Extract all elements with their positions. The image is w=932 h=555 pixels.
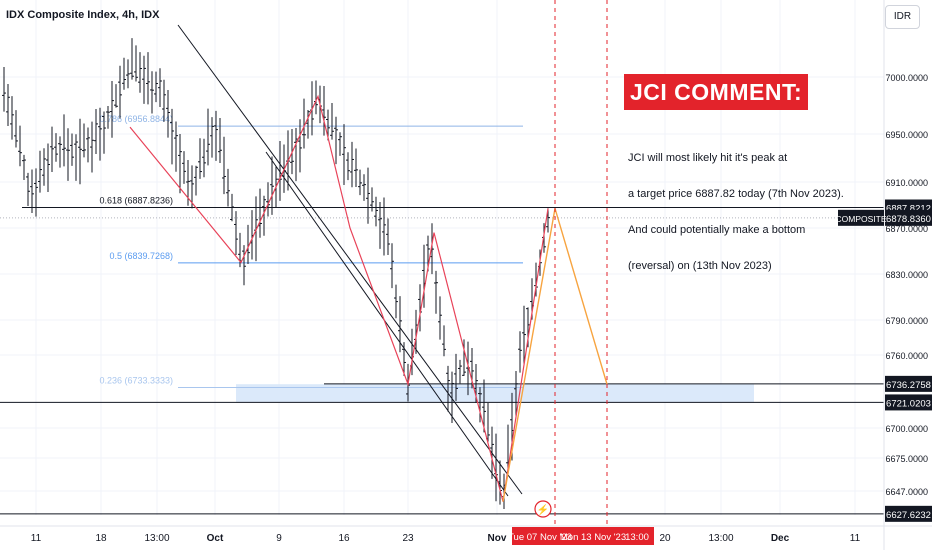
price-label-text: 6721.0203 <box>886 398 931 409</box>
trend-line <box>265 151 509 497</box>
time-marker-label: Tue 07 Nov '23 <box>508 532 572 543</box>
fib-label: 0.618 (6887.8236) <box>99 196 173 206</box>
symbol-badge <box>838 209 884 226</box>
comment-badge: JCI COMMENT: <box>624 74 809 110</box>
time-tick-label: Nov <box>488 533 507 544</box>
support-zone <box>236 384 754 403</box>
time-tick-label: 23 <box>402 533 414 544</box>
comment-line: And could potentially make a bottom <box>628 224 806 236</box>
price-label-bg <box>885 505 932 522</box>
price-label-bg <box>885 394 932 411</box>
fib-label: 0.5 (6839.7268) <box>109 251 173 261</box>
price-label-bg <box>885 209 932 226</box>
time-tick-label: 11 <box>31 533 42 544</box>
time-tick-label: Oct <box>207 533 224 544</box>
trend-lines <box>177 24 523 497</box>
fib-label: 0.236 (6733.3333) <box>99 375 173 385</box>
price-label-text: 6887.8212 <box>886 204 931 215</box>
currency-selector[interactable]: IDR <box>885 5 920 29</box>
price-label-text: 6736.2758 <box>886 380 931 391</box>
price-tick-label: 6647.0000 <box>885 487 928 497</box>
time-tick-label: 9 <box>276 533 282 544</box>
price-tick-label: 7000.0000 <box>885 73 928 83</box>
time-marker-label: 13:00 <box>625 532 649 543</box>
price-label-text: 6878.8360 <box>886 214 931 225</box>
zigzag-pattern <box>129 94 549 502</box>
price-tick-label: 6675.0000 <box>885 454 928 464</box>
comment-line: JCI will most likely hit it's peak at <box>628 152 788 164</box>
price-tick-label: 6910.0000 <box>885 178 928 188</box>
time-marker-bg <box>512 527 654 545</box>
price-label-text: 6627.6232 <box>886 510 931 521</box>
comment-text: JCI will most likely hit it's peak at a … <box>628 128 844 284</box>
time-tick-label: 13:00 <box>144 533 169 544</box>
time-axis: 11 18 13:00 Oct 9 16 23 Nov 20 13:00 Dec 11 Tue 07 N… <box>0 525 932 545</box>
zigzag-line <box>129 94 549 502</box>
time-tick-label: 11 <box>850 533 861 544</box>
fibonacci-levels: 0.786 (6956.8844) 0.618 (6887.8236) 0.5 (6… <box>22 114 523 388</box>
price-axis: 7000.0000 6950.0000 6910.0000 6870.0000 6830… <box>883 0 928 550</box>
support-zone-rect <box>236 384 754 403</box>
price-tick-label: 6950.0000 <box>885 130 928 140</box>
price-bars <box>2 38 550 510</box>
price-tick-label: 6790.0000 <box>885 316 928 326</box>
comment-line: (reversal) on (13th Nov 2023) <box>628 260 772 272</box>
price-tick-label: 6700.0000 <box>885 424 928 434</box>
time-tick-label: 16 <box>338 533 350 544</box>
price-label-bg <box>885 375 932 392</box>
time-tick-label: 20 <box>659 533 671 544</box>
lightning-icon: ⚡ <box>537 503 549 516</box>
time-tick-label: 18 <box>95 533 107 544</box>
price-tick-label: 6830.0000 <box>885 270 928 280</box>
grid-lines <box>0 0 884 515</box>
time-tick-label: 13:00 <box>708 533 733 544</box>
price-tick-label: 6760.0000 <box>885 351 928 361</box>
chart-title: IDX Composite Index, 4h, IDX <box>6 9 160 21</box>
comment-line: a target price 6887.82 today (7th Nov 20… <box>628 188 844 200</box>
time-marker-label: Mon 13 Nov '23 <box>560 532 626 543</box>
trend-line <box>177 24 523 495</box>
time-tick-label: Dec <box>771 533 790 544</box>
event-icon <box>534 500 552 518</box>
date-markers: ⚡ <box>534 0 608 525</box>
fib-label: 0.786 (6956.8844) <box>99 114 173 124</box>
symbol-badge-text: COMPOSITE <box>835 214 886 224</box>
price-tick-label: 6870.0000 <box>885 224 928 234</box>
